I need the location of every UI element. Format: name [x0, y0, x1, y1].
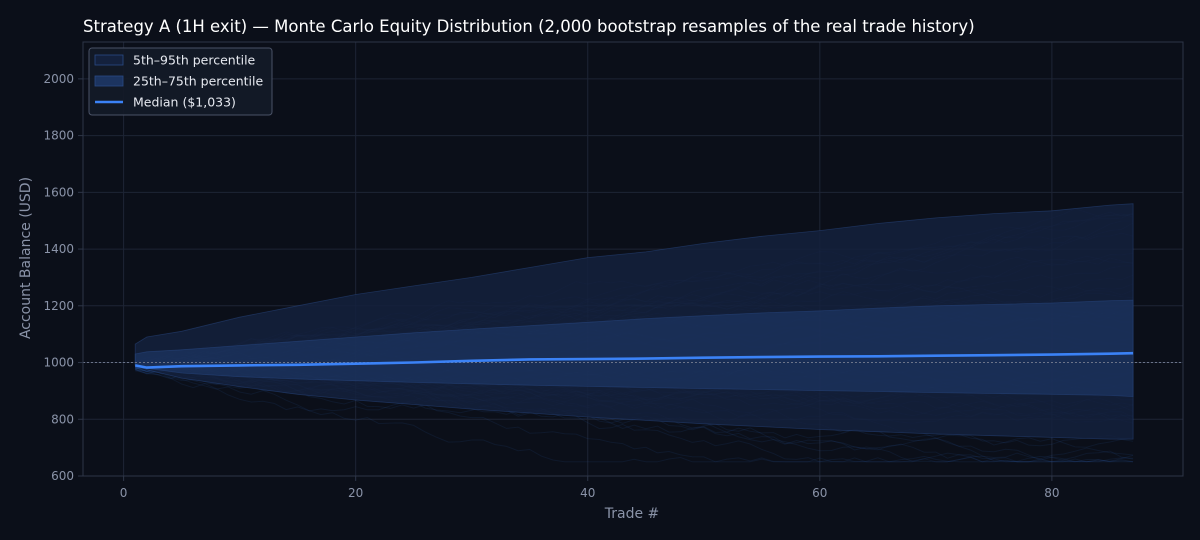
- y-tick-label: 1800: [43, 129, 74, 143]
- legend-label: 25th–75th percentile: [133, 74, 264, 89]
- legend-swatch-band: [94, 75, 124, 87]
- x-axis-label: Trade #: [604, 506, 660, 522]
- chart-title: Strategy A (1H exit) — Monte Carlo Equit…: [83, 17, 975, 36]
- y-tick-label: 2000: [43, 72, 74, 86]
- y-tick-label: 1600: [43, 185, 74, 199]
- median-series: [134, 351, 1134, 369]
- y-tick-label: 1000: [43, 356, 74, 370]
- y-tick-label: 1200: [43, 299, 74, 313]
- percentile-bands: [134, 203, 1134, 440]
- x-tick-label: 80: [1044, 486, 1059, 500]
- legend: 5th–95th percentile 25th–75th percentile M…: [88, 47, 273, 116]
- resample-path: [135, 368, 1134, 463]
- y-tick-label: 1400: [43, 242, 74, 256]
- y-tick-label: 600: [51, 469, 74, 483]
- x-tick-label: 40: [580, 486, 595, 500]
- axes: [78, 41, 1184, 481]
- y-axis-label: Account Balance (USD): [18, 177, 34, 339]
- legend-label: 5th–95th percentile: [133, 53, 256, 68]
- legend-box: [88, 47, 273, 116]
- legend-swatch-band: [94, 54, 124, 66]
- x-tick-label: 60: [812, 486, 827, 500]
- x-tick-label: 20: [348, 486, 363, 500]
- tick-labels: 0 20 40 60 80 600 800 1000 1200 1400 1600 1800 2000: [43, 72, 1059, 500]
- legend-label: Median ($1,033): [133, 95, 236, 110]
- x-tick-label: 0: [120, 486, 128, 500]
- band-25-75: [134, 299, 1134, 398]
- plot-frame: [82, 41, 1184, 477]
- resample-path: [135, 363, 1134, 463]
- median-line: [134, 351, 1134, 369]
- y-tick-label: 800: [51, 412, 74, 426]
